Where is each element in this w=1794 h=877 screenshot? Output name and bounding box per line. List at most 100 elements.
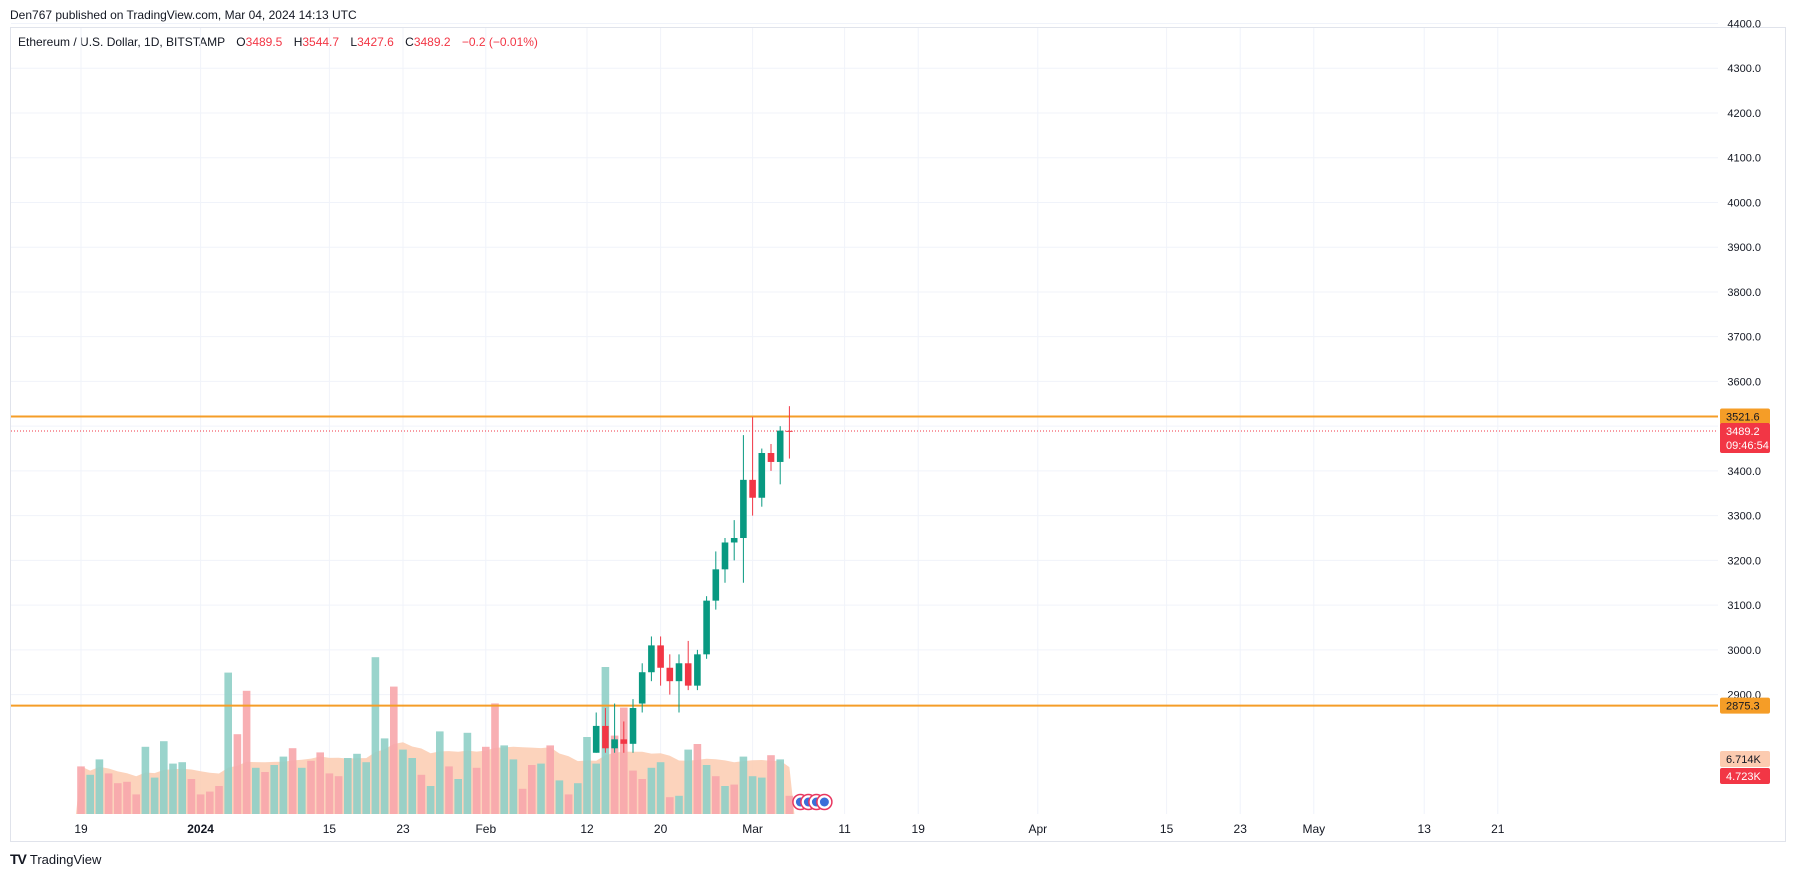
time-tick-label: Feb xyxy=(475,822,496,836)
candle-body xyxy=(712,569,720,601)
volume-bar xyxy=(564,794,573,814)
volume-bar xyxy=(629,770,637,814)
price-tick-label: 4300.0 xyxy=(1727,63,1761,75)
last-price-tag-bg xyxy=(1720,422,1770,453)
time-tick-label: 20 xyxy=(654,822,668,836)
price-tick-label: 4200.0 xyxy=(1727,108,1761,120)
volume-bar xyxy=(316,752,324,814)
volume-bar xyxy=(150,777,159,814)
time-tick-label: 12 xyxy=(580,822,594,836)
candle-body xyxy=(657,645,664,668)
price-axis[interactable]: 2900.03000.03100.03200.03300.03400.03500… xyxy=(1727,19,1761,702)
volume-bar xyxy=(702,765,711,814)
price-tick-label: 3900.0 xyxy=(1727,242,1761,254)
volume-bar xyxy=(528,765,536,814)
volume-bar xyxy=(123,781,131,814)
volume-bar xyxy=(169,763,177,814)
candle-body xyxy=(786,430,793,432)
candle-body xyxy=(592,725,600,753)
volume-bar xyxy=(187,779,196,814)
horizontal-levels[interactable] xyxy=(11,415,1718,707)
time-axis[interactable]: 19 2024 15 23 Feb 12 20 Mar 11 19 Apr 15 23 May 13 21 xyxy=(74,822,1504,836)
event-markers[interactable] xyxy=(792,793,833,811)
price-tick-label: 3700.0 xyxy=(1727,332,1761,344)
footer-brand[interactable]: TradingView xyxy=(29,851,102,867)
level-tag-bg xyxy=(1720,697,1770,714)
volume-ma-tag-bg xyxy=(1720,751,1770,767)
volume-tag: 4.723K xyxy=(1726,771,1762,783)
volume-bar xyxy=(178,762,186,814)
volume-bar xyxy=(583,737,591,814)
time-tick-label: 15 xyxy=(1160,822,1174,836)
published-by: Den767 published on TradingView.com, Mar… xyxy=(10,8,357,22)
level-tag: 2875.3 xyxy=(1726,701,1760,713)
high-label: H xyxy=(293,35,303,49)
time-tick-label: 23 xyxy=(1234,822,1248,836)
volume-bar xyxy=(307,760,315,814)
volume-bar xyxy=(785,795,794,814)
candle-body xyxy=(758,453,766,498)
volume-bar xyxy=(160,741,168,814)
volume-bar xyxy=(390,686,398,814)
symbol-title[interactable]: Ethereum / U.S. Dollar, 1D, BITSTAMP xyxy=(18,35,225,49)
volume-bar xyxy=(638,779,646,814)
volume-bar xyxy=(472,767,481,814)
candle-body xyxy=(629,708,637,744)
close-value: 3489.2 xyxy=(413,35,451,49)
chart-frame xyxy=(10,27,1786,842)
volume-bar xyxy=(261,772,269,814)
volume-bar xyxy=(592,763,600,814)
volume-bar xyxy=(408,758,416,814)
volume-bar xyxy=(684,749,692,814)
candle-body xyxy=(776,430,784,462)
volume-bar xyxy=(86,774,94,814)
volume-bar xyxy=(509,759,518,814)
time-tick-label: 13 xyxy=(1418,822,1432,836)
candle-body xyxy=(694,654,701,686)
volume-bar xyxy=(417,774,426,814)
volume-bar xyxy=(656,762,665,814)
close-label: C xyxy=(405,35,414,49)
price-tick-label: 3600.0 xyxy=(1727,376,1761,388)
volume-bar xyxy=(206,791,214,814)
time-tick-label: 11 xyxy=(838,822,851,836)
volume-bar xyxy=(445,766,453,814)
volume-bar xyxy=(537,763,545,814)
volume-bar xyxy=(436,731,444,814)
footer: TV TradingView xyxy=(10,851,101,867)
volume-bar xyxy=(574,783,582,814)
volume-bar xyxy=(104,773,113,814)
volume-tag-bg xyxy=(1720,768,1770,784)
volume-bar xyxy=(767,755,775,814)
volume-bar xyxy=(482,746,490,814)
volume-bars xyxy=(77,657,794,814)
volume-bar xyxy=(758,777,766,814)
volume-bar xyxy=(141,746,150,814)
volume-bar xyxy=(114,783,122,814)
time-tick-label: 19 xyxy=(912,822,926,836)
time-tick-label: May xyxy=(1302,822,1325,836)
tradingview-logo-icon[interactable]: TV xyxy=(10,851,27,867)
volume-bar xyxy=(748,776,757,814)
price-tick-label: 3100.0 xyxy=(1727,600,1761,612)
time-tick-label: 19 xyxy=(74,822,88,836)
volume-bar xyxy=(620,707,628,814)
price-tick-label: 3200.0 xyxy=(1727,555,1761,567)
volume-bar xyxy=(426,786,435,814)
candlesticks xyxy=(592,406,793,753)
volume-bar xyxy=(666,797,674,814)
volume-bar xyxy=(399,749,407,814)
candle-body xyxy=(648,645,655,673)
volume-bar xyxy=(454,779,462,814)
volume-bar xyxy=(730,784,738,814)
volume-bar xyxy=(252,767,260,814)
volume-bar xyxy=(491,703,499,814)
volume-bar xyxy=(353,753,361,814)
volume-bar xyxy=(610,735,619,814)
low-value: 3427.6 xyxy=(357,35,394,49)
time-tick-label: Apr xyxy=(1028,822,1047,836)
volume-bar xyxy=(233,734,242,814)
volume-bar xyxy=(298,767,306,814)
candle-body xyxy=(740,479,747,539)
